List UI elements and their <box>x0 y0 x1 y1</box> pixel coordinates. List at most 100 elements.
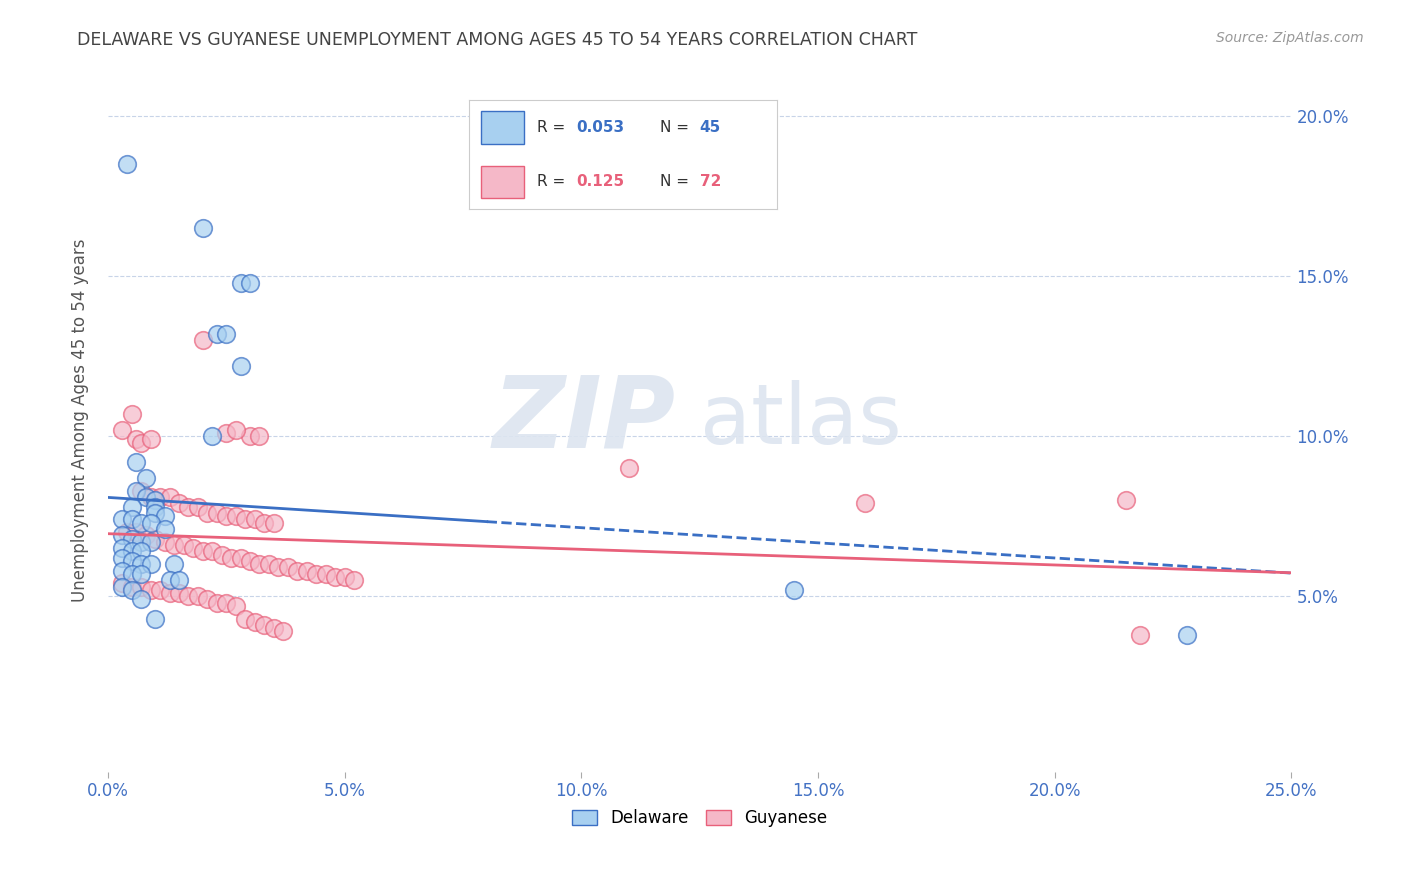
Point <box>143 611 166 625</box>
Point <box>277 560 299 574</box>
Point <box>121 500 143 514</box>
Point <box>135 471 157 485</box>
Point <box>205 326 228 341</box>
Point <box>153 509 176 524</box>
Point <box>229 276 252 290</box>
Point <box>215 596 238 610</box>
Point <box>153 534 176 549</box>
Point <box>243 615 266 629</box>
Point <box>233 512 256 526</box>
Point <box>783 582 806 597</box>
Point <box>129 534 152 549</box>
Point <box>129 483 152 498</box>
Point <box>139 534 162 549</box>
Point <box>229 359 252 373</box>
Point <box>153 522 176 536</box>
Point <box>129 435 152 450</box>
Point <box>271 624 294 639</box>
Point <box>111 512 134 526</box>
Point <box>135 490 157 504</box>
Point <box>163 557 186 571</box>
Point <box>187 500 209 514</box>
Point <box>201 544 224 558</box>
Point <box>197 506 219 520</box>
Point <box>121 407 143 421</box>
Point <box>121 532 143 546</box>
Point <box>205 596 228 610</box>
Point <box>125 525 148 540</box>
Text: atlas: atlas <box>700 380 901 461</box>
Y-axis label: Unemployment Among Ages 45 to 54 years: Unemployment Among Ages 45 to 54 years <box>72 238 89 602</box>
Point <box>163 538 186 552</box>
Point <box>1115 493 1137 508</box>
Point <box>121 544 143 558</box>
Point <box>191 544 214 558</box>
Point <box>263 516 285 530</box>
Point <box>343 573 366 587</box>
Point <box>121 582 143 597</box>
Point <box>135 528 157 542</box>
Point <box>233 611 256 625</box>
Point <box>239 554 262 568</box>
Point <box>111 423 134 437</box>
Point <box>263 621 285 635</box>
Point <box>855 496 877 510</box>
Point <box>239 429 262 443</box>
Point <box>215 509 238 524</box>
Point <box>177 589 200 603</box>
Point <box>187 589 209 603</box>
Text: ZIP: ZIP <box>494 372 676 469</box>
Point <box>159 586 181 600</box>
Point <box>285 564 308 578</box>
Point <box>225 509 247 524</box>
Point <box>191 334 214 348</box>
Point <box>129 557 152 571</box>
Point <box>181 541 204 556</box>
Point <box>219 550 242 565</box>
Point <box>1175 627 1198 641</box>
Point <box>143 532 166 546</box>
Point <box>215 426 238 441</box>
Point <box>323 570 346 584</box>
Point <box>257 557 280 571</box>
Point <box>111 580 134 594</box>
Point <box>139 490 162 504</box>
Point <box>173 538 195 552</box>
Point <box>295 564 318 578</box>
Point <box>229 550 252 565</box>
Point <box>125 483 148 498</box>
Point <box>129 544 152 558</box>
Point <box>143 506 166 520</box>
Point <box>201 429 224 443</box>
Point <box>225 599 247 613</box>
Point <box>205 506 228 520</box>
Point <box>167 496 190 510</box>
Point <box>143 500 166 514</box>
Point <box>121 566 143 581</box>
Point <box>115 157 138 171</box>
Legend: Delaware, Guyanese: Delaware, Guyanese <box>565 803 834 834</box>
Point <box>197 592 219 607</box>
Point <box>129 580 152 594</box>
Point <box>121 580 143 594</box>
Point <box>129 592 152 607</box>
Point <box>139 433 162 447</box>
Point <box>249 429 271 443</box>
Point <box>215 326 238 341</box>
Point <box>129 566 152 581</box>
Point <box>111 541 134 556</box>
Point <box>129 516 152 530</box>
Point <box>239 276 262 290</box>
Point <box>177 500 200 514</box>
Text: DELAWARE VS GUYANESE UNEMPLOYMENT AMONG AGES 45 TO 54 YEARS CORRELATION CHART: DELAWARE VS GUYANESE UNEMPLOYMENT AMONG … <box>77 31 918 49</box>
Point <box>111 576 134 591</box>
Point <box>139 557 162 571</box>
Point <box>167 586 190 600</box>
Point <box>617 461 640 475</box>
Point <box>159 490 181 504</box>
Point <box>115 525 138 540</box>
Text: Source: ZipAtlas.com: Source: ZipAtlas.com <box>1216 31 1364 45</box>
Point <box>149 582 172 597</box>
Point <box>121 512 143 526</box>
Point <box>267 560 290 574</box>
